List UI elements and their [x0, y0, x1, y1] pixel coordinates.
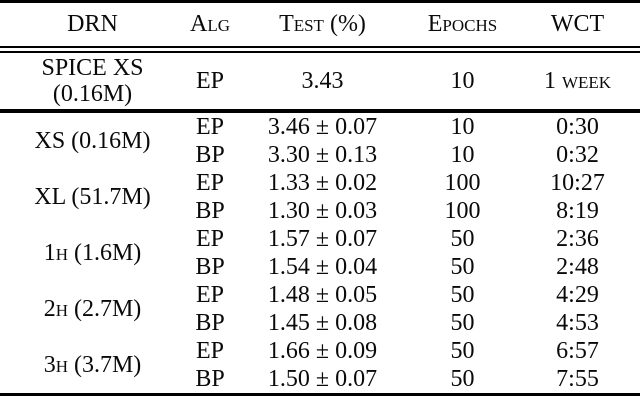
cell-test: 1.33 ± 0.02: [267, 169, 378, 196]
table-row-spice: SPICE XS (0.16M) EP 3.43 10 1 week: [0, 49, 640, 113]
cell-wct: 8:19: [556, 197, 599, 224]
cell-epochs: 50: [450, 365, 475, 392]
cell-wct: 7:55: [556, 365, 599, 392]
table-row: 1h (1.6M) EP 1.57 ± 0.07 50 2:36: [0, 225, 640, 266]
cell-alg: EP: [195, 113, 224, 140]
cell-epochs: 50: [450, 253, 475, 280]
cell-wct: 6:57: [556, 337, 599, 364]
cell-alg: BP: [195, 141, 225, 168]
group-label-xl: XL (51.7M): [34, 183, 151, 210]
cell-alg: EP: [195, 169, 224, 196]
cell-test: 1.48 ± 0.05: [267, 281, 378, 308]
table-row: BP 1.45 ± 0.08 50 4:53: [0, 309, 640, 337]
cell-test: 1.50 ± 0.07: [267, 365, 378, 392]
col-header-epochs: Epochs: [410, 1, 515, 53]
cell-epochs: 50: [450, 281, 475, 308]
cell-wct: 0:32: [556, 141, 599, 168]
cell-epochs: 50: [450, 309, 475, 336]
cell-epochs: 50: [450, 337, 475, 364]
cell-wct: 2:48: [556, 253, 599, 280]
col-header-test: Test (%): [235, 1, 410, 53]
cell-test: 3.30 ± 0.13: [267, 141, 378, 168]
cell-alg: EP: [195, 337, 224, 364]
group-label-2h: 2h (2.7M): [43, 295, 142, 322]
cell-test: 1.30 ± 0.03: [267, 197, 378, 224]
cell-alg: EP: [185, 49, 235, 113]
group-label-xs: XS (0.16M): [34, 127, 151, 154]
table-row: XL (51.7M) EP 1.33 ± 0.02 100 10:27: [0, 169, 640, 210]
cell-epochs: 10: [450, 141, 475, 168]
cell-alg: BP: [195, 197, 225, 224]
col-header-alg: Alg: [185, 1, 235, 53]
table-row: BP 1.54 ± 0.04 50 2:48: [0, 253, 640, 281]
table-row: BP 3.30 ± 0.13 10 0:32: [0, 141, 640, 169]
cell-wct: 10:27: [550, 169, 605, 196]
table-header-row: DRN Alg Test (%) Epochs WCT: [0, 1, 640, 53]
table-row: BP 1.50 ± 0.07 50 7:55: [0, 365, 640, 395]
group-label-3h: 3h (3.7M): [43, 351, 142, 378]
cell-wct: 2:36: [556, 225, 599, 252]
cell-alg: BP: [195, 365, 225, 392]
table-row: BP 1.30 ± 0.03 100 8:19: [0, 197, 640, 225]
cell-test: 3.46 ± 0.07: [267, 113, 378, 140]
spice-name-cell: SPICE XS (0.16M): [0, 49, 185, 113]
cell-test: 1.57 ± 0.07: [267, 225, 378, 252]
spice-name-line1: SPICE XS: [41, 55, 144, 81]
cell-test: 3.43: [235, 49, 410, 113]
table-row: 2h (2.7M) EP 1.48 ± 0.05 50 4:29: [0, 281, 640, 322]
cell-wct: 1 week: [515, 49, 640, 113]
cell-test: 1.45 ± 0.08: [267, 309, 378, 336]
cell-alg: EP: [195, 281, 224, 308]
cell-alg: BP: [195, 309, 225, 336]
table-row: 3h (3.7M) EP 1.66 ± 0.09 50 6:57: [0, 337, 640, 378]
spice-name-line2: (0.16M): [52, 81, 133, 107]
cell-wct: 0:30: [556, 113, 599, 140]
cell-wct: 4:53: [556, 309, 599, 336]
cell-test: 1.66 ± 0.09: [267, 337, 378, 364]
cell-alg: BP: [195, 253, 225, 280]
cell-wct: 4:29: [556, 281, 599, 308]
cell-epochs: 10: [450, 113, 475, 140]
cell-alg: EP: [195, 225, 224, 252]
cell-test: 1.54 ± 0.04: [267, 253, 378, 280]
group-label-1h: 1h (1.6M): [43, 239, 142, 266]
col-header-wct: WCT: [515, 1, 640, 53]
cell-epochs: 50: [450, 225, 475, 252]
table-row: XS (0.16M) EP 3.46 ± 0.07 10 0:30: [0, 111, 640, 154]
cell-epochs: 10: [410, 49, 515, 113]
cell-epochs: 100: [444, 169, 481, 196]
cell-epochs: 100: [444, 197, 481, 224]
col-header-drn: DRN: [0, 1, 185, 53]
